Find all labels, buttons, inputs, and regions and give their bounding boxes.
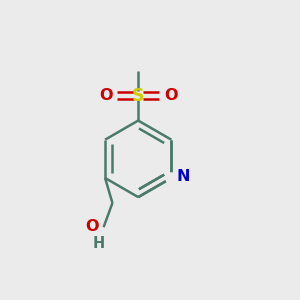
Text: O: O: [86, 219, 99, 234]
Text: O: O: [99, 88, 112, 103]
Text: O: O: [164, 88, 178, 103]
Text: N: N: [177, 169, 190, 184]
Text: S: S: [132, 86, 145, 104]
Text: H: H: [92, 236, 104, 251]
